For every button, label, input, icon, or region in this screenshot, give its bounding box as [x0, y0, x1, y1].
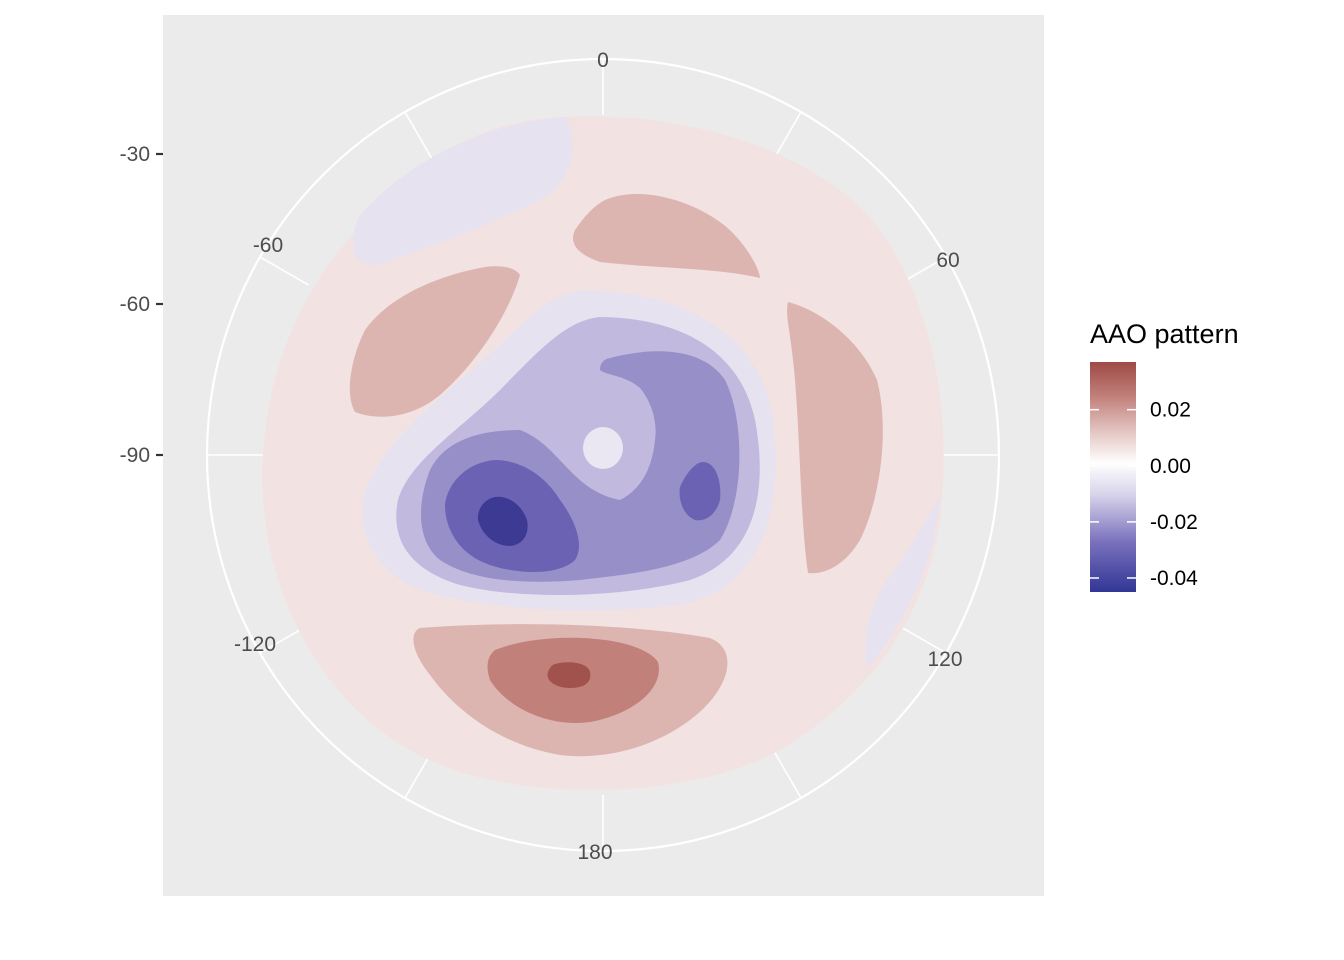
legend-title: AAO pattern	[1090, 319, 1239, 349]
longitude-gridline	[772, 749, 802, 799]
lon-tick-label: -120	[234, 633, 276, 656]
lon-tick-label: -60	[253, 234, 283, 257]
contour-region	[349, 266, 520, 417]
contour-region	[353, 117, 573, 266]
longitude-gridline	[772, 111, 802, 161]
contour-region	[572, 193, 760, 278]
longitude-labels: 0 60 120 180 -120 -60	[234, 49, 963, 864]
contour-region	[583, 427, 623, 469]
lon-tick-label: 120	[927, 648, 962, 671]
contour-region	[547, 662, 591, 688]
colorbar-label: -0.04	[1150, 567, 1198, 590]
contour-region	[787, 302, 883, 574]
colorbar-ticks: 0.02 0.00 -0.02 -0.04	[1090, 399, 1198, 590]
longitude-gridline	[897, 624, 947, 654]
colorbar-label: 0.00	[1150, 455, 1191, 478]
colorbar-label: 0.02	[1150, 399, 1191, 422]
contour-region	[865, 495, 940, 668]
lat-tick-label: -30	[120, 143, 150, 166]
longitude-gridline	[404, 111, 434, 161]
lat-tick-label: -90	[120, 444, 150, 467]
contour-fills	[262, 116, 944, 790]
colorbar-legend: AAO pattern 0.02 0.00 -0.02 -0.04	[1090, 319, 1239, 592]
latitude-axis: -30 -60 -90	[120, 143, 163, 467]
contour-region	[477, 496, 528, 546]
lat-tick-label: -60	[120, 293, 150, 316]
colorbar	[1090, 362, 1136, 592]
lon-tick-label: 0	[597, 49, 609, 72]
colorbar-label: -0.02	[1150, 511, 1198, 534]
longitude-gridline	[259, 256, 309, 286]
contour-region	[679, 462, 721, 521]
lon-tick-label: 60	[936, 249, 959, 272]
lon-tick-label: 180	[577, 841, 612, 864]
